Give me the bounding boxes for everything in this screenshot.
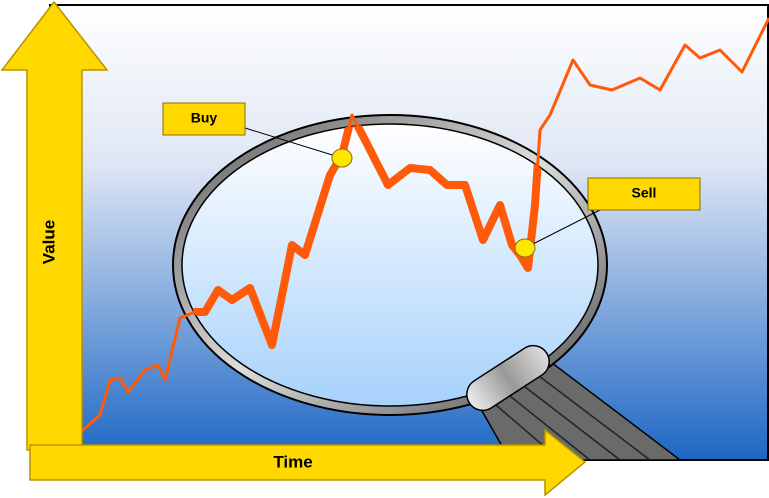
sell-callout <box>587 177 701 211</box>
buy-marker <box>331 148 353 168</box>
magnifier-collar <box>466 344 550 412</box>
buy-label: Buy <box>191 110 218 126</box>
magnified-price-line <box>182 124 598 406</box>
y-axis-arrow <box>0 0 109 451</box>
x-axis-arrow <box>29 428 587 497</box>
sell-label: Sell <box>632 185 657 201</box>
y-axis-label: Value <box>39 220 58 264</box>
handle-stripes <box>489 372 651 461</box>
sell-marker <box>514 238 536 258</box>
x-axis-label: Time <box>273 452 312 471</box>
buy-callout <box>162 102 246 136</box>
sell-pointer <box>524 209 601 249</box>
magnifier-lens <box>181 123 599 407</box>
buy-pointer <box>244 127 343 159</box>
